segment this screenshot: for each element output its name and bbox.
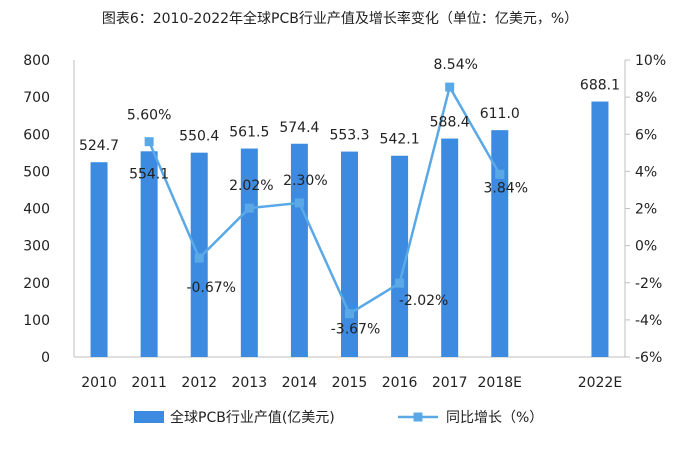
bar bbox=[240, 148, 258, 357]
y-right-tick-label: -6% bbox=[635, 350, 662, 366]
y-right-tick-label: 2% bbox=[635, 202, 657, 218]
line-data-label: -0.67% bbox=[186, 280, 236, 296]
growth-line bbox=[147, 83, 501, 316]
line-data-label: -2.02% bbox=[399, 293, 449, 309]
y-right-tick-label: -2% bbox=[635, 276, 662, 292]
bar-data-label: 574.4 bbox=[279, 120, 319, 136]
y-left-tick-label: 800 bbox=[23, 53, 50, 69]
y-right-tick-label: 10% bbox=[635, 53, 666, 69]
legend-line-marker bbox=[413, 412, 423, 422]
line-marker bbox=[194, 253, 204, 263]
x-tick-label: 2014 bbox=[282, 375, 318, 391]
x-tick-label: 2015 bbox=[332, 375, 368, 391]
y-right-tick-label: -4% bbox=[635, 313, 662, 329]
y-left-tick-label: 200 bbox=[23, 276, 50, 292]
line-marker bbox=[244, 203, 254, 213]
chart-title: 图表6：2010-2022年全球PCB行业产值及增长率变化（单位：亿美元，%） bbox=[101, 11, 579, 27]
line-data-label: 8.54% bbox=[433, 57, 477, 73]
x-tick-label: 2010 bbox=[81, 375, 117, 391]
y-left-tick-label: 100 bbox=[23, 313, 50, 329]
line-marker bbox=[395, 278, 405, 288]
bar bbox=[441, 138, 459, 357]
y-left-tick-label: 300 bbox=[23, 239, 50, 255]
bar-data-label: 554.1 bbox=[129, 166, 169, 182]
bar bbox=[391, 155, 409, 357]
line-data-label: 5.60% bbox=[127, 108, 171, 124]
legend-line-label: 同比增长（%） bbox=[446, 410, 543, 426]
x-tick-label: 2018E bbox=[478, 375, 522, 391]
y-right-tick-label: 4% bbox=[635, 164, 657, 180]
y-right-tick-label: 8% bbox=[635, 90, 657, 106]
legend-bar-swatch bbox=[134, 411, 164, 423]
bar bbox=[591, 101, 609, 357]
bar bbox=[90, 162, 108, 357]
bar-data-label: 550.4 bbox=[179, 129, 219, 145]
y-right-tick-label: 0% bbox=[635, 239, 657, 255]
line-data-label: 2.30% bbox=[283, 173, 327, 189]
bar-data-label: 688.1 bbox=[580, 78, 620, 94]
bar bbox=[140, 151, 158, 357]
line-marker bbox=[445, 82, 455, 92]
line-marker bbox=[345, 309, 354, 319]
line-data-label: 2.02% bbox=[229, 178, 273, 194]
x-tick-label: 2022E bbox=[578, 375, 622, 391]
y-left-tick-label: 600 bbox=[23, 127, 50, 143]
x-tick-label: 2012 bbox=[181, 375, 217, 391]
y-right-tick-label: 6% bbox=[635, 127, 657, 143]
y-left-tick-label: 0 bbox=[41, 350, 50, 366]
x-tick-label: 2013 bbox=[231, 375, 267, 391]
line-marker bbox=[294, 198, 304, 208]
y-left-tick-label: 400 bbox=[23, 202, 50, 218]
x-tick-label: 2017 bbox=[432, 375, 468, 391]
bar bbox=[491, 130, 509, 357]
line-marker bbox=[144, 137, 154, 147]
x-tick-label: 2016 bbox=[382, 375, 418, 391]
line-marker bbox=[495, 169, 505, 179]
bar-data-label: 524.7 bbox=[79, 138, 119, 154]
legend-bar-label: 全球PCB行业产值(亿美元) bbox=[170, 409, 335, 426]
bar bbox=[290, 143, 308, 357]
line-data-label: -3.67% bbox=[331, 322, 381, 338]
bar-data-label: 588.4 bbox=[430, 115, 470, 131]
bar-data-label: 542.1 bbox=[380, 132, 420, 148]
bar-data-label: 553.3 bbox=[329, 128, 369, 144]
bar-data-label: 561.5 bbox=[229, 125, 269, 141]
y-left-tick-label: 700 bbox=[23, 90, 50, 106]
y-left-tick-label: 500 bbox=[23, 164, 50, 180]
line-data-label: 3.84% bbox=[484, 180, 528, 196]
bar-data-label: 611.0 bbox=[480, 106, 520, 122]
x-tick-label: 2011 bbox=[131, 375, 167, 391]
